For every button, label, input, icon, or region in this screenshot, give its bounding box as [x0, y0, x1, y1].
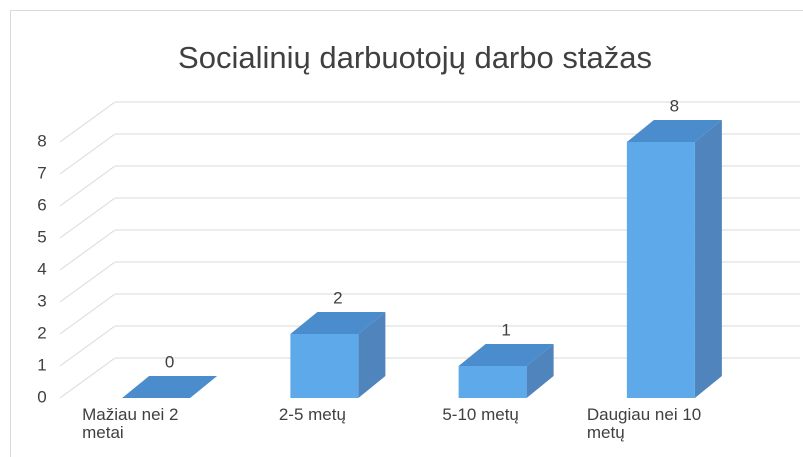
bar [290, 334, 359, 398]
bar-side [358, 312, 386, 398]
grid-line [59, 325, 116, 367]
x-tick-label: Mažiau nei 2 metai [64, 406, 224, 442]
y-tick-label: 0 [37, 387, 46, 406]
grid-line [59, 197, 116, 239]
y-tick-label: 4 [37, 259, 46, 278]
y-tick-label: 1 [37, 355, 46, 374]
y-tick-label: 5 [37, 227, 46, 246]
grid-line [59, 357, 116, 399]
grid-line [59, 293, 116, 335]
bar-top [290, 312, 386, 334]
y-tick-label: 6 [37, 195, 46, 214]
grid-line [59, 133, 116, 175]
bar [458, 366, 527, 398]
value-label: 2 [333, 288, 342, 307]
value-label: 1 [501, 320, 510, 339]
bar [626, 142, 695, 398]
grid-line [59, 261, 116, 303]
y-tick-label: 2 [37, 323, 46, 342]
y-tick-label: 8 [37, 131, 46, 150]
grid-line [59, 165, 116, 207]
bar-top [626, 120, 722, 142]
chart-title: Socialinių darbuotojų darbo stažas [178, 40, 652, 75]
bar-side [526, 344, 554, 398]
bar-top [122, 376, 218, 398]
x-tick-label: 5-10 metų [401, 406, 561, 424]
value-label: 0 [165, 352, 174, 371]
value-label: 8 [670, 96, 679, 115]
y-tick-label: 3 [37, 291, 46, 310]
x-tick-text: Daugiau nei 10 metų [586, 405, 702, 442]
grid-line [59, 229, 116, 271]
bar-top [458, 344, 554, 366]
bar-side [694, 120, 722, 398]
chart-border [10, 10, 803, 457]
x-tick-text: 5-10 metų [442, 405, 519, 424]
x-tick-text: 2-5 metų [278, 405, 346, 424]
x-tick-label: 2-5 metų [232, 406, 392, 424]
grid-line [59, 101, 116, 143]
x-tick-label: Daugiau nei 10 metų [569, 406, 729, 442]
x-tick-text: Mažiau nei 2 metai [82, 405, 179, 442]
y-tick-label: 7 [37, 163, 46, 182]
